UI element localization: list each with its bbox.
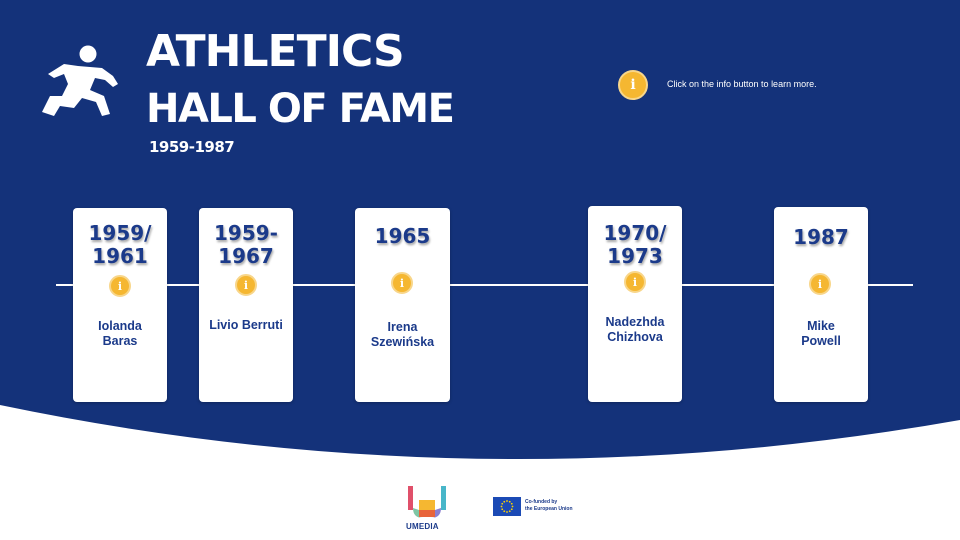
card-year-line: 1959- xyxy=(214,221,278,245)
card-year: 1959/ 1961 xyxy=(73,222,167,268)
card-name: Mike Powell xyxy=(774,319,868,349)
card-year: 1959- 1967 xyxy=(199,222,293,268)
card-name: Iolanda Baras xyxy=(73,319,167,349)
page-title: ATHLETICS xyxy=(146,26,405,77)
umedia-label: UMEDIA xyxy=(406,522,439,531)
info-icon: i xyxy=(817,277,823,291)
eu-text-line: Co-funded by xyxy=(525,499,558,505)
info-icon: i xyxy=(243,278,249,292)
info-hint-text: Click on the info button to learn more. xyxy=(667,79,817,89)
info-button[interactable]: i xyxy=(618,70,648,100)
card-year: 1970/ 1973 xyxy=(588,222,682,268)
page-title-line-2: HALL OF FAME xyxy=(146,86,455,132)
timeline-card: 1965 i Irena Szewińska xyxy=(355,208,450,402)
card-name: Irena Szewińska xyxy=(355,320,450,350)
card-year: 1965 xyxy=(355,225,450,248)
eu-text-line: the European Union xyxy=(525,505,573,512)
info-icon: i xyxy=(399,276,405,290)
timeline-card: 1959- 1967 i Livio Berruti xyxy=(199,208,293,402)
card-year-line: 1970/ xyxy=(603,221,667,245)
runner-icon xyxy=(42,45,118,116)
card-name-line: Chizhova xyxy=(607,330,663,344)
card-year-line: 1965 xyxy=(374,224,431,248)
info-button[interactable]: i xyxy=(391,272,413,294)
card-year: 1987 xyxy=(774,226,868,249)
card-year-line: 1961 xyxy=(92,244,148,268)
card-name-line: Nadezhda xyxy=(605,315,665,329)
card-name: Nadezhda Chizhova xyxy=(588,315,682,345)
info-button[interactable]: i xyxy=(624,271,646,293)
card-name-line: Powell xyxy=(801,334,841,348)
timeline-card: 1959/ 1961 i Iolanda Baras xyxy=(73,208,167,402)
card-year-line: 1959/ xyxy=(88,221,152,245)
timeline-card: 1987 i Mike Powell xyxy=(774,207,868,402)
info-icon: i xyxy=(117,279,123,293)
card-year-line: 1973 xyxy=(607,244,663,268)
umedia-logo-icon xyxy=(408,486,446,518)
info-button[interactable]: i xyxy=(235,274,257,296)
card-name-line: Baras xyxy=(102,334,138,348)
page-subtitle: 1959-1987 xyxy=(149,138,235,156)
card-name: Livio Berruti xyxy=(199,318,293,333)
card-name-line: Szewińska xyxy=(370,335,435,349)
info-button[interactable]: i xyxy=(109,275,131,297)
card-year-line: 1987 xyxy=(793,225,849,249)
info-icon: i xyxy=(630,77,636,93)
info-button[interactable]: i xyxy=(809,273,831,295)
card-name-line: Mike xyxy=(807,319,835,333)
card-name-line: Irena xyxy=(387,320,418,334)
info-icon: i xyxy=(632,275,638,289)
eu-cofunded-text: Co-funded by the European Union xyxy=(525,499,595,512)
eu-flag-icon xyxy=(493,497,521,516)
card-name-line: Iolanda xyxy=(98,319,142,333)
timeline-line xyxy=(56,284,913,286)
timeline-card: 1970/ 1973 i Nadezhda Chizhova xyxy=(588,206,682,402)
card-name-line: Livio Berruti xyxy=(209,318,283,332)
card-year-line: 1967 xyxy=(218,244,274,268)
